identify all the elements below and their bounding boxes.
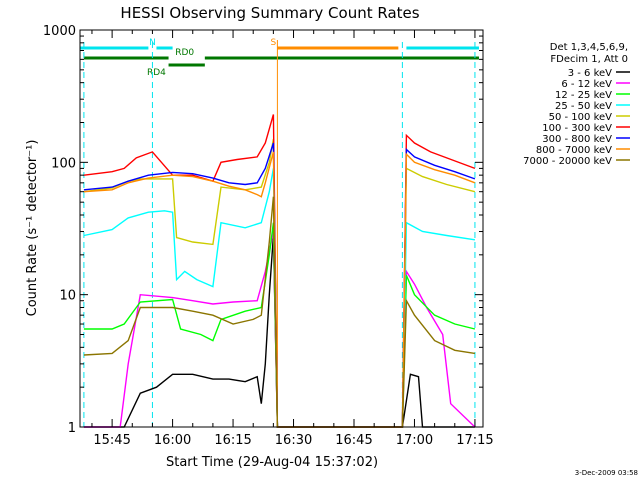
x-tick-label: 16:00 <box>154 433 191 448</box>
plot-frame <box>79 29 484 428</box>
chart-title: HESSI Observing Summary Count Rates <box>120 4 419 22</box>
time-boundaries <box>83 40 476 427</box>
legend-entry-label: 300 - 800 keV <box>542 134 612 145</box>
series-line-300-800-kev <box>83 142 476 428</box>
legend-entry-label: 12 - 25 keV <box>555 90 612 101</box>
legend-entry-label: 25 - 50 keV <box>555 101 612 112</box>
legend: Det 1,3,4,5,6,9,FDecim 1, Att 0 3 - 6 keV… <box>523 42 630 167</box>
legend-entry-label: 100 - 300 keV <box>542 123 612 134</box>
flag-label-s: S <box>271 38 277 48</box>
y-axis-label: Count Rate (s⁻¹ detector⁻¹) <box>25 140 40 317</box>
y-tick-label: 10 <box>59 289 76 304</box>
y-tick-label: 1 <box>68 421 76 436</box>
series-lines <box>83 114 476 428</box>
y-tick-label: 1000 <box>43 24 76 39</box>
series-line-7000-20000-kev <box>83 196 476 428</box>
x-tick-label: 16:15 <box>214 433 251 448</box>
series-line-100-300-kev <box>83 114 476 428</box>
series-line-3-6-kev <box>83 235 475 428</box>
legend-entry-label: 7000 - 20000 keV <box>523 156 612 167</box>
legend-entry-label: 800 - 7000 keV <box>536 145 612 156</box>
flag-label-rd4: RD4 <box>147 68 166 78</box>
series-line-12-25-kev <box>83 222 476 428</box>
axes: 15:45 16:00 16:15 16:30 16:45 17:00 17:15 1 10 10… <box>43 24 494 448</box>
x-axis-label: Start Time (29-Aug-04 15:37:02) <box>166 455 378 470</box>
x-tick-label: 16:30 <box>275 433 312 448</box>
x-tick-label: 16:45 <box>335 433 372 448</box>
legend-header-line: Det 1,3,4,5,6,9, <box>550 42 628 53</box>
series-line-800-7000-kev <box>83 151 476 428</box>
x-tick-label: 17:15 <box>456 433 493 448</box>
legend-entry-label: 3 - 6 keV <box>568 68 612 79</box>
y-tick-label: 100 <box>51 156 76 171</box>
flag-label-rd0: RD0 <box>175 48 194 58</box>
x-tick-label: 15:45 <box>93 433 130 448</box>
legend-entry-label: 50 - 100 keV <box>549 112 613 123</box>
legend-header-line: FDecim 1, Att 0 <box>550 54 628 65</box>
footer-date: 3-Dec-2009 03:58 <box>575 469 638 477</box>
x-tick-label: 17:00 <box>396 433 433 448</box>
legend-entry-label: 6 - 12 keV <box>561 79 612 90</box>
